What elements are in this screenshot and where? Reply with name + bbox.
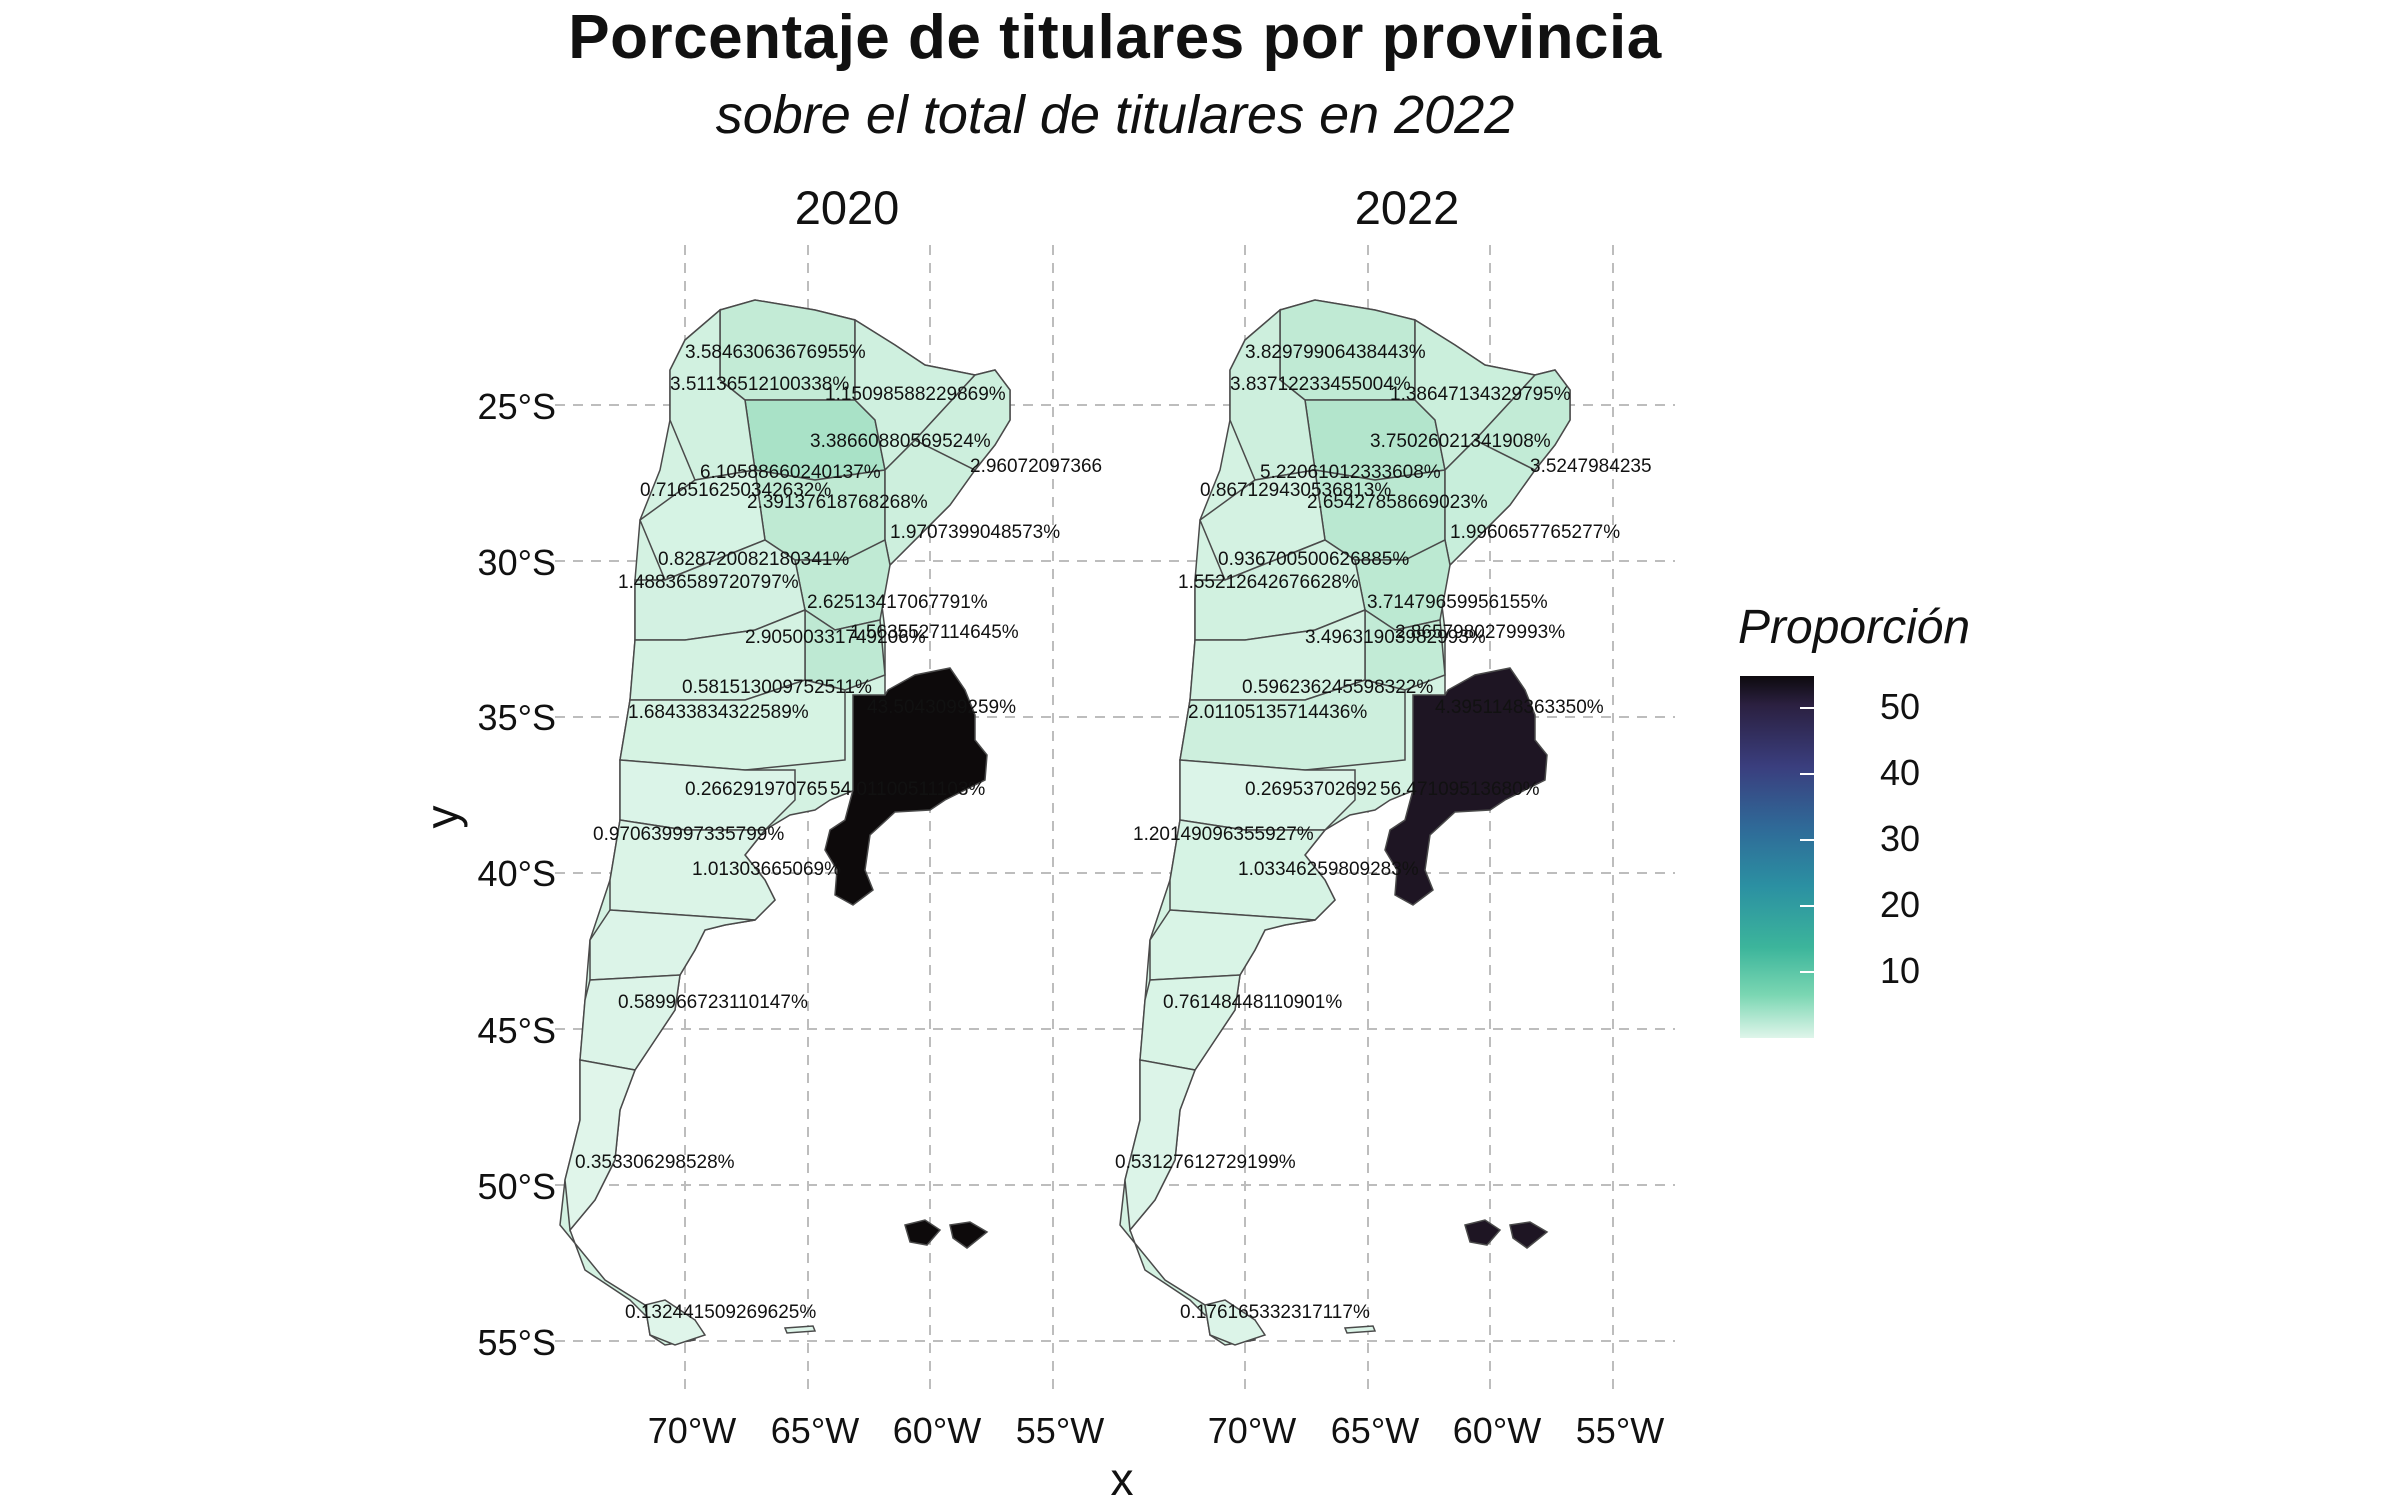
label-2020-22: 0.353306298528%: [575, 1152, 735, 1173]
label-2020-5: 2.96072097366: [970, 456, 1102, 477]
facet-title-2022: 2022: [1354, 181, 1460, 234]
label-2020-16: 43.5043099259%: [867, 697, 1016, 718]
legend-tickmark-40: [1800, 773, 1814, 775]
label-2022-23: 0.176165332317117%: [1180, 1302, 1370, 1323]
label-2020-23: 0.132441509269625%: [625, 1302, 816, 1323]
x-tick-65w-2022: 65°W: [1330, 1410, 1420, 1451]
label-2020-9: 0.828720082180341%: [658, 549, 849, 570]
label-2020-0: 3.58463063676955%: [685, 342, 866, 363]
label-2020-10: 1.48836589720797%: [618, 572, 799, 593]
label-2020-19: 0.970639997335799%: [593, 824, 784, 845]
legend-tickmark-30: [1800, 839, 1814, 841]
label-2022-17: 0.26953702692: [1245, 779, 1377, 800]
label-2022-5: 3.5247984235: [1530, 456, 1652, 477]
label-2022-12: 2.8657980279993%: [1395, 622, 1565, 643]
label-2020-21: 0.589966723110147%: [618, 992, 808, 1013]
label-2022-16: 4.3951148363350%: [1435, 697, 1604, 718]
map-panel-2020: 3.58463063676955% 3.51136512100338% 1.15…: [554, 244, 1116, 1396]
legend-title: Proporción: [1738, 601, 1971, 654]
label-2020-12: 1.5635527114645%: [850, 622, 1019, 643]
y-tick-55s: 55°S: [477, 1322, 556, 1363]
label-2022-10: 1.55212642676628%: [1178, 572, 1359, 593]
legend-tickmark-10: [1800, 971, 1814, 973]
label-2020-4: 6.10588660240137%: [700, 462, 881, 483]
legend-colorbar: [1740, 676, 1814, 1038]
label-2022-3: 3.75026021341908%: [1370, 431, 1551, 452]
x-axis-title: x: [1110, 1453, 1134, 1505]
label-2022-15: 2.01105135714436%: [1188, 702, 1367, 723]
label-2022-0: 3.82979906438443%: [1245, 342, 1426, 363]
y-tick-30s: 30°S: [477, 542, 556, 583]
label-2022-2: 1.38647134329795%: [1390, 384, 1571, 405]
x-tick-60w-2022: 60°W: [1452, 1410, 1542, 1451]
label-2022-19: 1.20149096355927%: [1133, 824, 1314, 845]
label-2022-22: 0.53127612729199%: [1115, 1152, 1296, 1173]
legend-tick-10: 10: [1880, 950, 1921, 991]
label-2020-15: 1.68433834322589%: [628, 702, 809, 723]
chart-title: Porcentaje de titulares por provincia: [568, 3, 1662, 72]
legend-tick-30: 30: [1880, 818, 1921, 859]
y-tick-35s: 35°S: [477, 697, 556, 738]
label-2022-14: 0.596236245598322%: [1242, 677, 1433, 698]
label-2020-6: 0.716516250342632%: [640, 480, 831, 501]
legend-tick-20: 20: [1880, 884, 1921, 925]
label-2020-2: 1.15098588229869%: [825, 384, 1006, 405]
label-2022-4: 5.22061012333608%: [1260, 462, 1441, 483]
label-2022-11: 3.71479659956155%: [1367, 592, 1548, 613]
x-tick-55w-2022: 55°W: [1575, 1410, 1665, 1451]
facet-title-2020: 2020: [794, 181, 900, 234]
legend-tick-40: 40: [1880, 752, 1921, 793]
label-2020-17: 0.266291970765: [685, 779, 828, 800]
label-2022-8: 1.9960657765277%: [1450, 522, 1620, 543]
label-2020-11: 2.62513417067791%: [807, 592, 988, 613]
label-2020-8: 1.9707399048573%: [890, 522, 1060, 543]
label-2020-1: 3.51136512100338%: [670, 374, 849, 395]
label-2022-1: 3.83712233455004%: [1230, 374, 1411, 395]
label-2020-7: 2.39137618768268%: [747, 492, 928, 513]
x-tick-60w-2020: 60°W: [892, 1410, 982, 1451]
label-2020-20: 1.01303665069%: [692, 859, 841, 880]
legend-tick-50: 50: [1880, 686, 1921, 727]
label-2022-21: 0.76148448110901%: [1163, 992, 1342, 1013]
label-2022-13: 3.49631903982993%: [1305, 627, 1486, 648]
y-tick-40s: 40°S: [477, 853, 556, 894]
y-tick-45s: 45°S: [477, 1010, 556, 1051]
legend-tickmark-50: [1800, 707, 1814, 709]
label-2022-6: 0.867129430536813%: [1200, 480, 1391, 501]
chart-subtitle: sobre el total de titulares en 2022: [715, 85, 1515, 145]
x-tick-70w-2020: 70°W: [647, 1410, 737, 1451]
label-2022-7: 2.65427858669023%: [1307, 492, 1488, 513]
label-2022-9: 0.936700500626885%: [1218, 549, 1409, 570]
x-tick-65w-2020: 65°W: [770, 1410, 860, 1451]
y-tick-25s: 25°S: [477, 386, 556, 427]
x-tick-55w-2020: 55°W: [1015, 1410, 1105, 1451]
label-2020-3: 3.38660880569524%: [810, 431, 991, 452]
label-2020-18: 54.01100511103%: [830, 779, 985, 800]
label-2022-18: 56.47109513680%: [1380, 779, 1540, 800]
legend-tickmark-20: [1800, 905, 1814, 907]
label-2020-13: 2.90500331749206%: [745, 627, 926, 648]
y-tick-50s: 50°S: [477, 1166, 556, 1207]
map-panel-2022: 3.82979906438443% 3.83712233455004% 1.38…: [1114, 244, 1676, 1396]
x-tick-70w-2022: 70°W: [1207, 1410, 1297, 1451]
label-2020-14: 0.581513009752511%: [682, 677, 872, 698]
label-2022-20: 1.03346259809283%: [1238, 859, 1419, 880]
